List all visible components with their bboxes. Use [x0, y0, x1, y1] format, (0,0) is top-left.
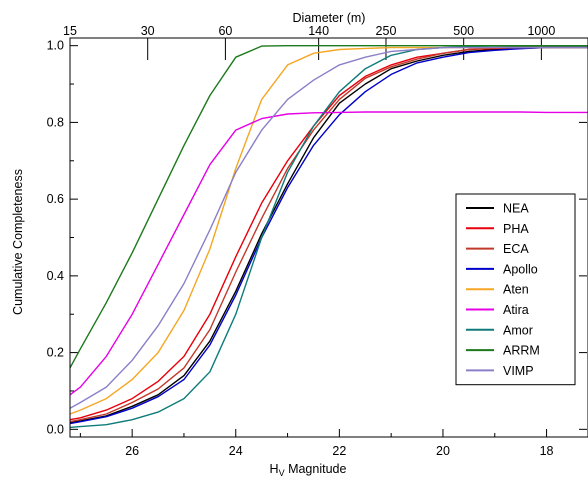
series-line-vimp	[69, 46, 588, 409]
y-tick-label: 0.8	[47, 115, 64, 129]
legend-label-nea: NEA	[503, 202, 529, 216]
x-tick-label: 22	[332, 444, 346, 458]
top-axis-title: Diameter (m)	[293, 11, 366, 25]
x-axis-title-tail: Magnitude	[285, 462, 347, 476]
top-tick-label: 140	[308, 24, 329, 38]
legend-label-atira: Atira	[503, 303, 529, 317]
top-tick-label: 500	[453, 24, 474, 38]
top-tick-label: 1000	[527, 24, 555, 38]
x-axis-title: HV Magnitude	[270, 462, 347, 477]
legend-label-aten: Aten	[503, 283, 529, 297]
top-tick-label: 30	[141, 24, 155, 38]
series-lines	[69, 45, 588, 429]
x-axis-title-sub: V	[279, 468, 285, 477]
x-axis: 26 24 22 20 18	[79, 429, 554, 458]
legend-label-arrm: ARRM	[503, 344, 540, 358]
series-line-atira	[69, 111, 588, 396]
series-line-apollo	[69, 46, 588, 425]
top-axis: 15 30 60 140 250 500 1000	[63, 24, 555, 60]
x-tick-label: 18	[540, 444, 554, 458]
y-tick-label: 1.0	[47, 39, 64, 53]
legend-label-amor: Amor	[503, 323, 533, 337]
legend-label-pha: PHA	[503, 222, 529, 236]
y-tick-label: 0.4	[47, 269, 64, 283]
x-tick-label: 24	[229, 444, 243, 458]
x-axis-title-h: H	[270, 462, 279, 476]
series-line-arrm	[69, 45, 588, 369]
top-tick-label: 60	[218, 24, 232, 38]
y-tick-label: 0.6	[47, 192, 64, 206]
y-axis-title: Cumulative Completeness	[11, 169, 25, 315]
plot-frame	[69, 37, 588, 438]
top-tick-label: 250	[376, 24, 397, 38]
y-tick-label: 0.2	[47, 346, 64, 360]
legend: NEA PHA ECA Apollo Aten Atira Amor ARRM VIMP	[455, 193, 576, 386]
top-tick-label: 15	[63, 24, 77, 38]
legend-label-vimp: VIMP	[503, 364, 534, 378]
y-axis: 0.0 0.2 0.4 0.6 0.8 1.0	[47, 39, 587, 436]
y-tick-label: 0.0	[47, 422, 64, 436]
x-tick-label: 26	[125, 444, 139, 458]
legend-label-eca: ECA	[503, 242, 529, 256]
legend-label-apollo: Apollo	[503, 262, 538, 276]
x-tick-label: 20	[436, 444, 450, 458]
